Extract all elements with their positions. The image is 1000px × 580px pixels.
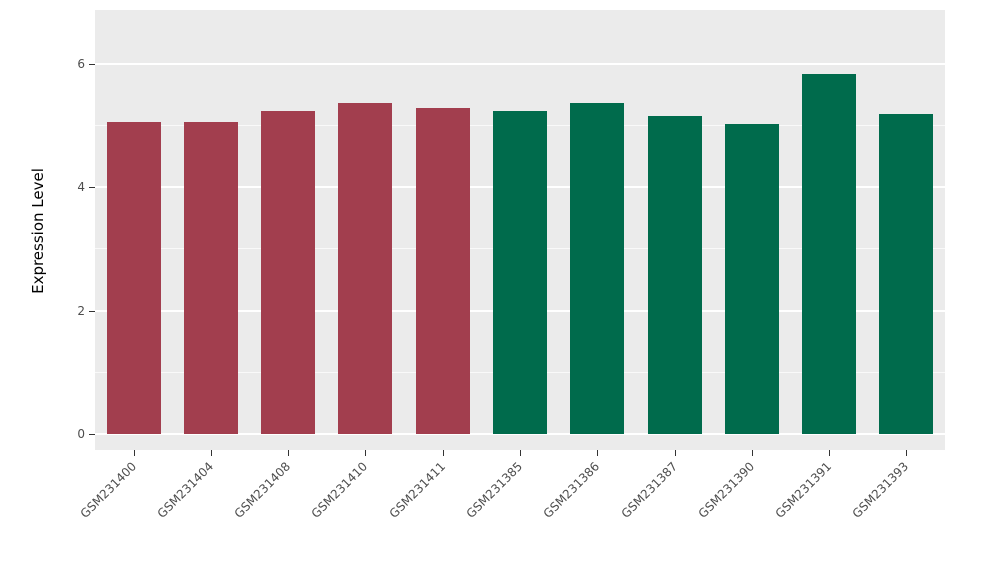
y-tick-mark: [89, 434, 95, 435]
x-tick-mark: [288, 450, 290, 456]
x-tick-label: GSM231391: [772, 459, 835, 521]
y-tick-mark: [89, 310, 95, 312]
y-axis-title: Expression Level: [29, 168, 47, 294]
bar-GSM231400: [106, 121, 161, 434]
bar-GSM231393: [879, 113, 934, 434]
x-tick-label: GSM231386: [540, 459, 603, 521]
x-tick-label: GSM231393: [849, 459, 912, 521]
bar-GSM231390: [724, 123, 779, 434]
x-tick-label: GSM231404: [154, 459, 217, 521]
x-tick-label: GSM231408: [231, 459, 294, 521]
x-tick-label: GSM231400: [77, 459, 139, 521]
x-tick-label: GSM231390: [695, 459, 758, 521]
x-tick-label: GSM231410: [309, 459, 371, 521]
x-tick-mark: [597, 450, 599, 456]
bar-GSM231386: [570, 102, 625, 434]
bar-GSM231387: [647, 115, 702, 434]
plot-panel: [95, 10, 945, 450]
x-tick-mark: [520, 450, 521, 456]
bar-GSM231391: [802, 73, 857, 434]
y-tick-mark: [89, 63, 95, 65]
x-tick-mark: [133, 450, 135, 456]
x-tick-mark: [906, 450, 908, 456]
x-tick-mark: [751, 450, 753, 456]
y-tick-label: 0: [77, 427, 85, 441]
x-tick-mark: [210, 450, 212, 456]
bar-GSM231410: [338, 102, 393, 434]
bar-GSM231411: [415, 108, 470, 434]
x-tick-label: GSM231411: [386, 459, 448, 521]
x-tick-mark: [442, 450, 444, 456]
x-tick-label: GSM231385: [463, 459, 526, 521]
x-tick-mark: [829, 450, 831, 456]
bar-GSM231408: [261, 110, 316, 434]
y-tick-mark: [89, 187, 95, 189]
x-tick-mark: [674, 450, 676, 456]
y-tick-label: 2: [77, 303, 85, 318]
gridline-major: [95, 62, 945, 65]
x-tick-label: GSM231387: [618, 459, 680, 521]
bar-GSM231404: [183, 121, 238, 434]
y-tick-label: 4: [77, 180, 85, 195]
bar-GSM231385: [493, 110, 547, 434]
y-tick-label: 6: [77, 56, 85, 71]
gridline-major: [95, 433, 945, 435]
x-tick-mark: [365, 450, 367, 456]
